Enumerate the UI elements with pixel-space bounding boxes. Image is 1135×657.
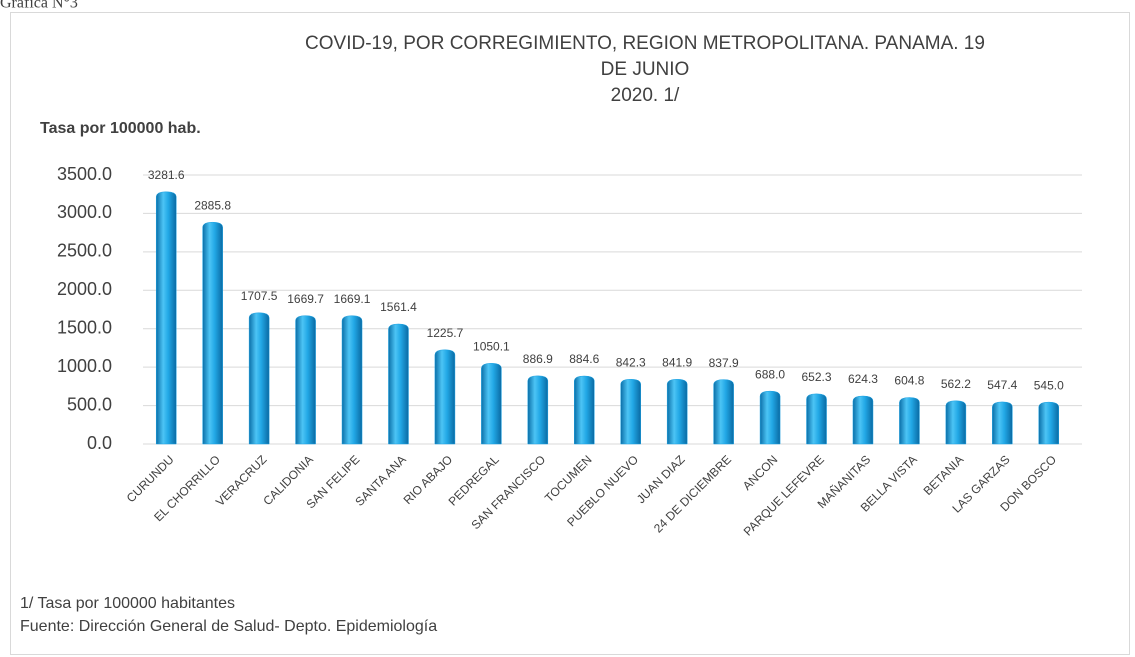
value-label: 604.8: [894, 374, 924, 388]
y-axis-label: Tasa por 100000 hab.: [40, 120, 201, 137]
bar: [899, 397, 920, 445]
caption: Gráfica N°3: [0, 0, 78, 12]
bar: [806, 393, 827, 445]
bar: [992, 401, 1013, 445]
value-label: 1561.4: [380, 300, 417, 314]
bar: [574, 375, 595, 445]
bar: [713, 379, 734, 445]
bar: [295, 315, 316, 445]
bar: [852, 395, 874, 445]
value-label: 652.3: [802, 370, 832, 384]
value-label: 562.2: [941, 377, 971, 391]
value-label: 1669.1: [334, 292, 371, 306]
value-label: 1225.7: [427, 326, 464, 340]
bar: [620, 379, 641, 445]
bar: [155, 191, 177, 445]
y-tick-label: 3500.0: [57, 164, 112, 184]
bar: [481, 363, 502, 445]
value-label: 837.9: [709, 356, 739, 370]
y-tick-label: 3000.0: [57, 202, 112, 222]
value-label: 884.6: [569, 352, 599, 366]
bar: [527, 375, 549, 445]
chart-frame: [10, 12, 1130, 655]
value-label: 3281.6: [148, 168, 185, 182]
y-tick-label: 1000.0: [57, 356, 112, 376]
bar: [666, 379, 688, 445]
bar: [202, 221, 223, 445]
chart-title: DE JUNIO: [601, 59, 690, 80]
y-tick-label: 500.0: [67, 394, 112, 414]
bar: [434, 349, 456, 445]
y-tick-label: 2500.0: [57, 241, 112, 261]
value-label: 1707.5: [241, 289, 278, 303]
value-label: 886.9: [523, 352, 553, 366]
chart-title: COVID-19, POR CORREGIMIENTO, REGION METR…: [305, 33, 985, 54]
footnote: Fuente: Dirección General de Salud- Dept…: [20, 618, 437, 635]
value-label: 1669.7: [287, 292, 324, 306]
value-label: 624.3: [848, 372, 878, 386]
y-tick-label: 0.0: [87, 433, 112, 453]
value-label: 688.0: [755, 367, 785, 381]
value-label: 842.3: [616, 355, 646, 369]
chart-title: 2020. 1/: [611, 85, 680, 106]
value-label: 545.0: [1034, 378, 1064, 392]
bar: [388, 323, 409, 445]
footnote: 1/ Tasa por 100000 habitantes: [20, 595, 235, 612]
value-label: 547.4: [987, 378, 1017, 392]
bar: [248, 312, 270, 445]
value-label: 841.9: [662, 355, 692, 369]
value-label: 1050.1: [473, 339, 510, 353]
bar: [759, 390, 781, 445]
y-tick-label: 1500.0: [57, 317, 112, 337]
value-label: 2885.8: [194, 198, 231, 212]
bar: [1038, 401, 1060, 445]
bar: [945, 400, 967, 445]
bar: [341, 315, 363, 445]
y-tick-label: 2000.0: [57, 279, 112, 299]
